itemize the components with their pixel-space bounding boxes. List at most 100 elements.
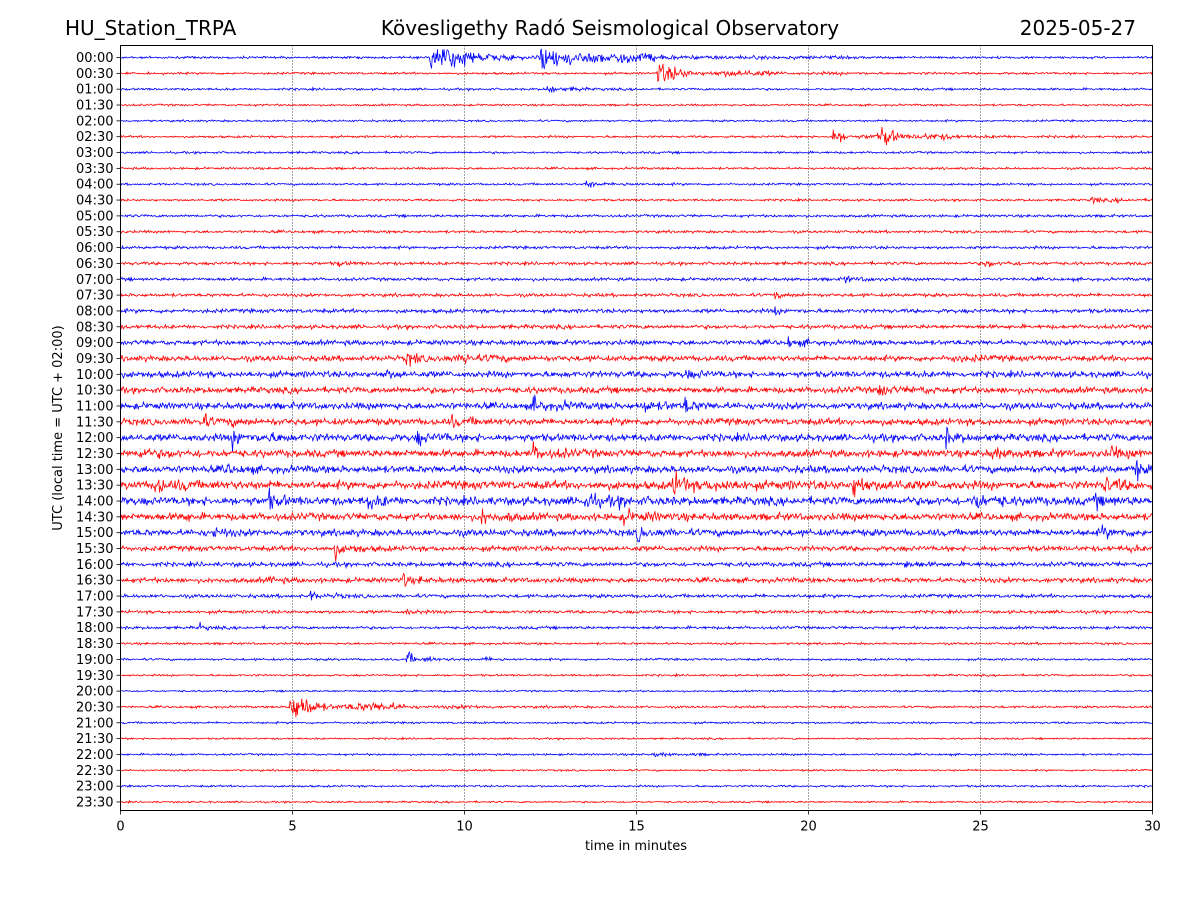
y-tick-label: 03:30 [76,162,113,177]
trace-row-0000 [120,48,1153,70]
trace-row-2330 [120,799,1153,804]
y-tick-label: 22:30 [76,764,113,779]
trace-row-1500 [120,524,1153,543]
trace-row-1530 [120,544,1153,562]
y-tick-label: 17:30 [76,605,113,620]
y-tick-label: 18:00 [76,621,113,636]
trace-row-2300 [120,784,1153,789]
y-tick-label: 04:00 [76,178,113,193]
y-tick-label: 11:30 [76,415,113,430]
x-tick-label: 30 [1144,820,1161,835]
trace-row-0630 [120,260,1153,268]
vertical-grid [292,45,981,811]
trace-row-1030 [120,384,1153,396]
station-name: HU_Station_TRPA [65,16,237,40]
trace-row-0900 [120,336,1153,348]
trace-row-1930 [120,672,1153,678]
y-tick-label: 00:30 [76,67,113,82]
y-tick-label: 23:30 [76,795,113,810]
trace-row-2030 [120,698,1153,718]
chart-title: Kövesligethy Radó Seismological Observat… [380,16,840,40]
trace-row-0200 [120,118,1153,123]
trace-row-1700 [120,590,1153,601]
y-tick-label: 17:00 [76,590,113,605]
x-axis-ticks: 0 5 10 15 20 25 30 [116,810,1161,835]
y-tick-label: 11:00 [76,399,113,414]
x-tick-label: 25 [972,820,989,835]
y-tick-label: 07:00 [76,273,113,288]
trace-row-0830 [120,322,1153,332]
trace-row-0100 [120,86,1153,94]
y-tick-label: 01:30 [76,99,113,114]
seismic-traces [120,48,1153,804]
y-tick-label: 09:30 [76,352,113,367]
y-tick-label: 07:30 [76,289,113,304]
y-tick-label: 14:00 [76,495,113,510]
trace-row-1330 [120,470,1153,498]
trace-row-1230 [120,441,1153,461]
y-tick-label: 14:30 [76,510,113,525]
y-tick-label: 05:30 [76,225,113,240]
trace-row-2200 [120,751,1153,758]
trace-row-0930 [120,352,1153,367]
y-axis-label: UTC (local time = UTC + 02:00) [51,325,66,530]
x-tick-label: 15 [628,820,645,835]
y-tick-label: 16:00 [76,558,113,573]
y-tick-label: 13:30 [76,479,113,494]
trace-row-1630 [120,572,1153,587]
trace-row-0300 [120,150,1153,155]
y-tick-label: 05:00 [76,209,113,224]
y-tick-label: 02:00 [76,114,113,129]
y-tick-label: 19:00 [76,653,113,668]
y-tick-label: 03:00 [76,146,113,161]
trace-row-0730 [120,291,1153,301]
trace-row-1900 [120,651,1153,663]
y-tick-label: 06:30 [76,257,113,272]
y-tick-label: 02:30 [76,130,113,145]
trace-row-0700 [120,275,1153,284]
trace-row-1300 [120,460,1153,482]
trace-row-0330 [120,166,1153,171]
y-tick-label: 10:30 [76,384,113,399]
y-tick-label: 01:00 [76,83,113,98]
y-tick-label: 20:30 [76,700,113,715]
y-tick-label: 09:00 [76,336,113,351]
trace-row-0530 [120,229,1153,235]
x-tick-label: 5 [288,820,296,835]
x-tick-label: 0 [116,820,124,835]
trace-row-0230 [120,126,1153,146]
y-tick-label: 20:00 [76,685,113,700]
trace-row-0800 [120,306,1153,316]
y-tick-label: 16:30 [76,574,113,589]
y-tick-label: 10:00 [76,368,113,383]
trace-row-0030 [120,63,1153,83]
y-tick-label: 18:30 [76,637,113,652]
trace-row-0400 [120,180,1153,188]
trace-row-2230 [120,768,1153,773]
y-tick-label: 19:30 [76,669,113,684]
y-tick-label: 15:30 [76,542,113,557]
trace-row-2100 [120,720,1153,726]
trace-row-0430 [120,196,1153,205]
x-tick-label: 20 [800,820,817,835]
trace-row-1000 [120,368,1153,380]
trace-row-1730 [120,608,1153,616]
trace-row-2000 [120,689,1153,693]
y-tick-label: 08:00 [76,304,113,319]
y-tick-label: 23:00 [76,780,113,795]
y-tick-label: 21:30 [76,732,113,747]
y-tick-label: 00:00 [76,51,113,66]
x-axis-label: time in minutes [585,839,687,854]
y-tick-label: 06:00 [76,241,113,256]
trace-row-0600 [120,244,1153,251]
y-tick-label: 21:00 [76,716,113,731]
y-tick-label: 08:30 [76,320,113,335]
y-tick-label: 04:30 [76,194,113,209]
y-axis-ticks: 00:0000:3001:0001:3002:0002:3003:0003:30… [76,51,121,810]
trace-row-1100 [120,394,1153,413]
trace-row-1400 [120,487,1153,512]
x-tick-label: 10 [456,820,473,835]
y-tick-label: 12:30 [76,447,113,462]
